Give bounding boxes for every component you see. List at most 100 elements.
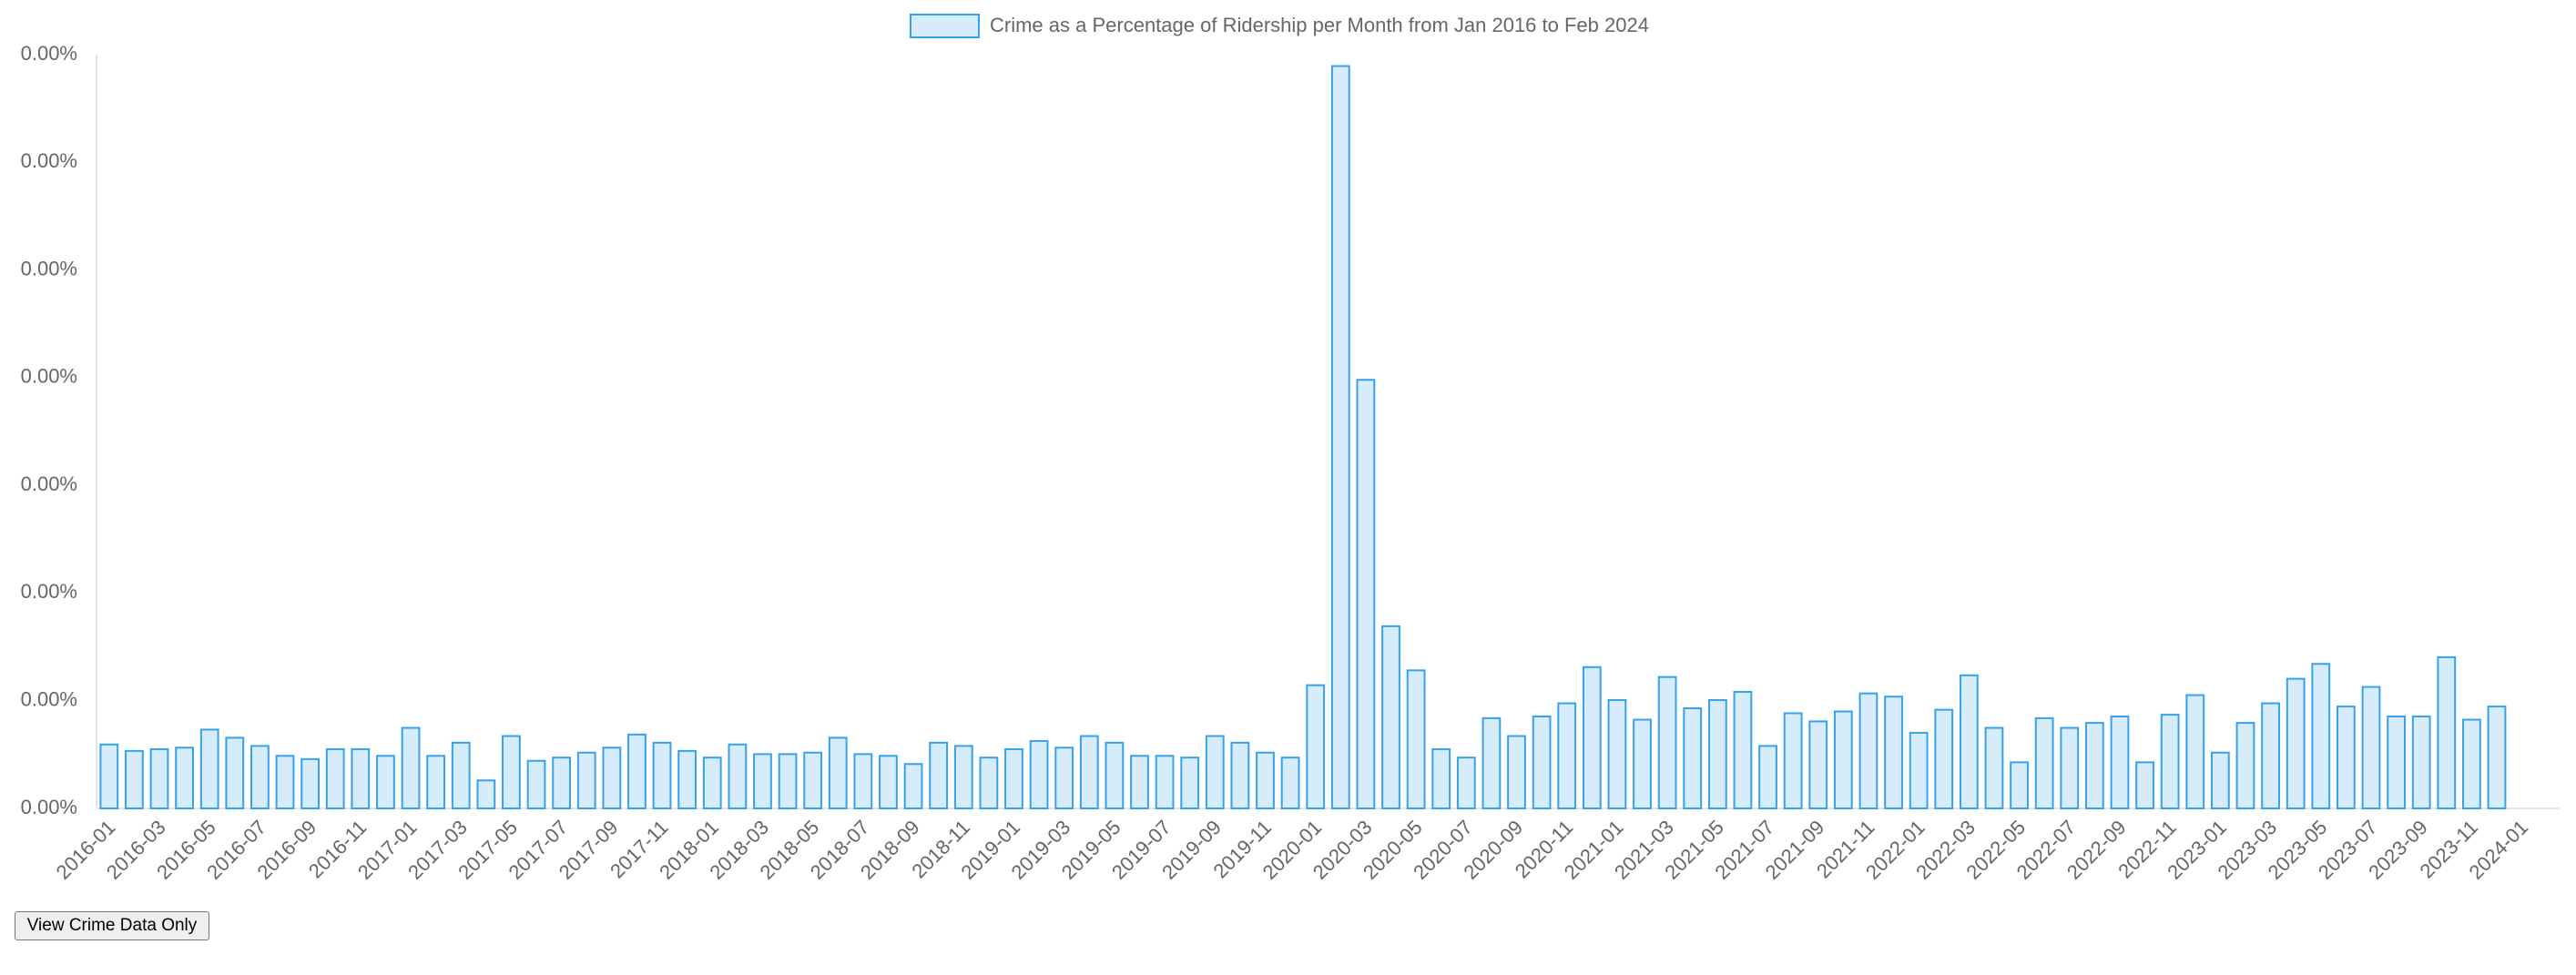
bar <box>502 735 521 810</box>
bar <box>753 753 772 809</box>
bar <box>677 749 697 810</box>
bar <box>1733 691 1753 809</box>
bar <box>1833 710 1853 809</box>
bar <box>1230 741 1250 809</box>
bar <box>728 743 748 809</box>
bar <box>1054 746 1074 810</box>
y-tick-label: 0.00% <box>21 688 77 711</box>
bar <box>778 753 798 809</box>
y-tick-label: 0.00% <box>21 580 77 603</box>
bar <box>702 757 722 809</box>
bar <box>576 751 596 810</box>
y-tick-label: 0.00% <box>21 365 77 388</box>
bar <box>1079 735 1099 810</box>
bar <box>250 745 270 809</box>
bar <box>149 747 169 810</box>
bar <box>325 747 345 810</box>
y-tick-label: 0.00% <box>21 796 77 818</box>
bar <box>376 755 395 809</box>
bar <box>2034 716 2054 810</box>
bar <box>1105 741 1125 809</box>
bar <box>300 757 321 809</box>
bar <box>2185 694 2205 809</box>
bar <box>2487 706 2507 809</box>
legend-label: Crime as a Percentage of Ridership per M… <box>990 14 1649 36</box>
chart: Crime as a Percentage of Ridership per M… <box>21 14 2560 884</box>
bar <box>1758 745 1777 809</box>
bar <box>552 757 572 809</box>
y-tick-label: 0.00% <box>21 472 77 495</box>
y-tick-label: 0.00% <box>21 149 77 172</box>
bar <box>1858 692 1879 809</box>
bar <box>1783 712 1803 809</box>
bar <box>1884 696 1903 809</box>
bar <box>1029 739 1049 809</box>
bar <box>903 763 923 810</box>
bar <box>1004 747 1023 810</box>
bar <box>351 747 371 810</box>
bar <box>1507 735 1526 810</box>
bar <box>652 741 672 809</box>
bar <box>1934 708 1954 809</box>
bar <box>2110 715 2130 810</box>
bar <box>627 733 647 810</box>
bar <box>2336 706 2356 809</box>
bar <box>199 728 219 809</box>
bar <box>175 746 194 810</box>
bar <box>2084 722 2104 809</box>
bar <box>1582 665 1602 809</box>
bar <box>1808 720 1828 810</box>
bar <box>476 779 496 810</box>
bar <box>1180 757 1200 809</box>
bar <box>1356 379 1376 809</box>
bar <box>1481 716 1502 810</box>
bar <box>1306 684 1326 810</box>
bar <box>1657 675 1677 809</box>
bar <box>451 741 471 809</box>
bar <box>2060 726 2080 809</box>
bar <box>2286 677 2306 809</box>
bar <box>853 753 873 809</box>
bar <box>99 743 119 809</box>
bar <box>828 736 848 809</box>
bar <box>929 741 949 809</box>
bar <box>1406 669 1426 810</box>
bar <box>1256 751 1275 810</box>
bar <box>953 745 973 809</box>
bar <box>401 726 421 809</box>
bar <box>2261 702 2280 810</box>
bar <box>1431 747 1451 810</box>
bar <box>1155 755 1175 809</box>
bar <box>1984 726 2004 809</box>
legend-swatch <box>910 14 980 38</box>
y-tick-label: 0.00% <box>21 42 77 65</box>
bar <box>879 755 898 809</box>
bar <box>1959 674 1979 809</box>
view-crime-button[interactable]: View Crime Data Only <box>15 911 209 940</box>
bar <box>526 759 546 809</box>
bar <box>1280 757 1300 809</box>
bar <box>2235 722 2255 809</box>
bar <box>275 755 295 809</box>
bar <box>1456 757 1476 809</box>
bar <box>1607 699 1627 810</box>
bar <box>602 746 622 810</box>
bar <box>1633 718 1652 810</box>
bar <box>125 749 144 810</box>
bar <box>2311 663 2331 809</box>
bar <box>1330 65 1350 810</box>
bar <box>225 736 245 809</box>
bar <box>2462 718 2481 810</box>
bar <box>2010 761 2029 810</box>
bar <box>1707 699 1727 810</box>
y-tick-label: 0.00% <box>21 257 77 279</box>
bar <box>1909 731 1929 810</box>
bar <box>1205 735 1225 810</box>
bar <box>2361 686 2381 810</box>
bar <box>803 751 823 810</box>
bar <box>1557 702 1577 810</box>
bar <box>2135 761 2154 810</box>
bar <box>979 757 999 809</box>
bar <box>1130 755 1149 809</box>
